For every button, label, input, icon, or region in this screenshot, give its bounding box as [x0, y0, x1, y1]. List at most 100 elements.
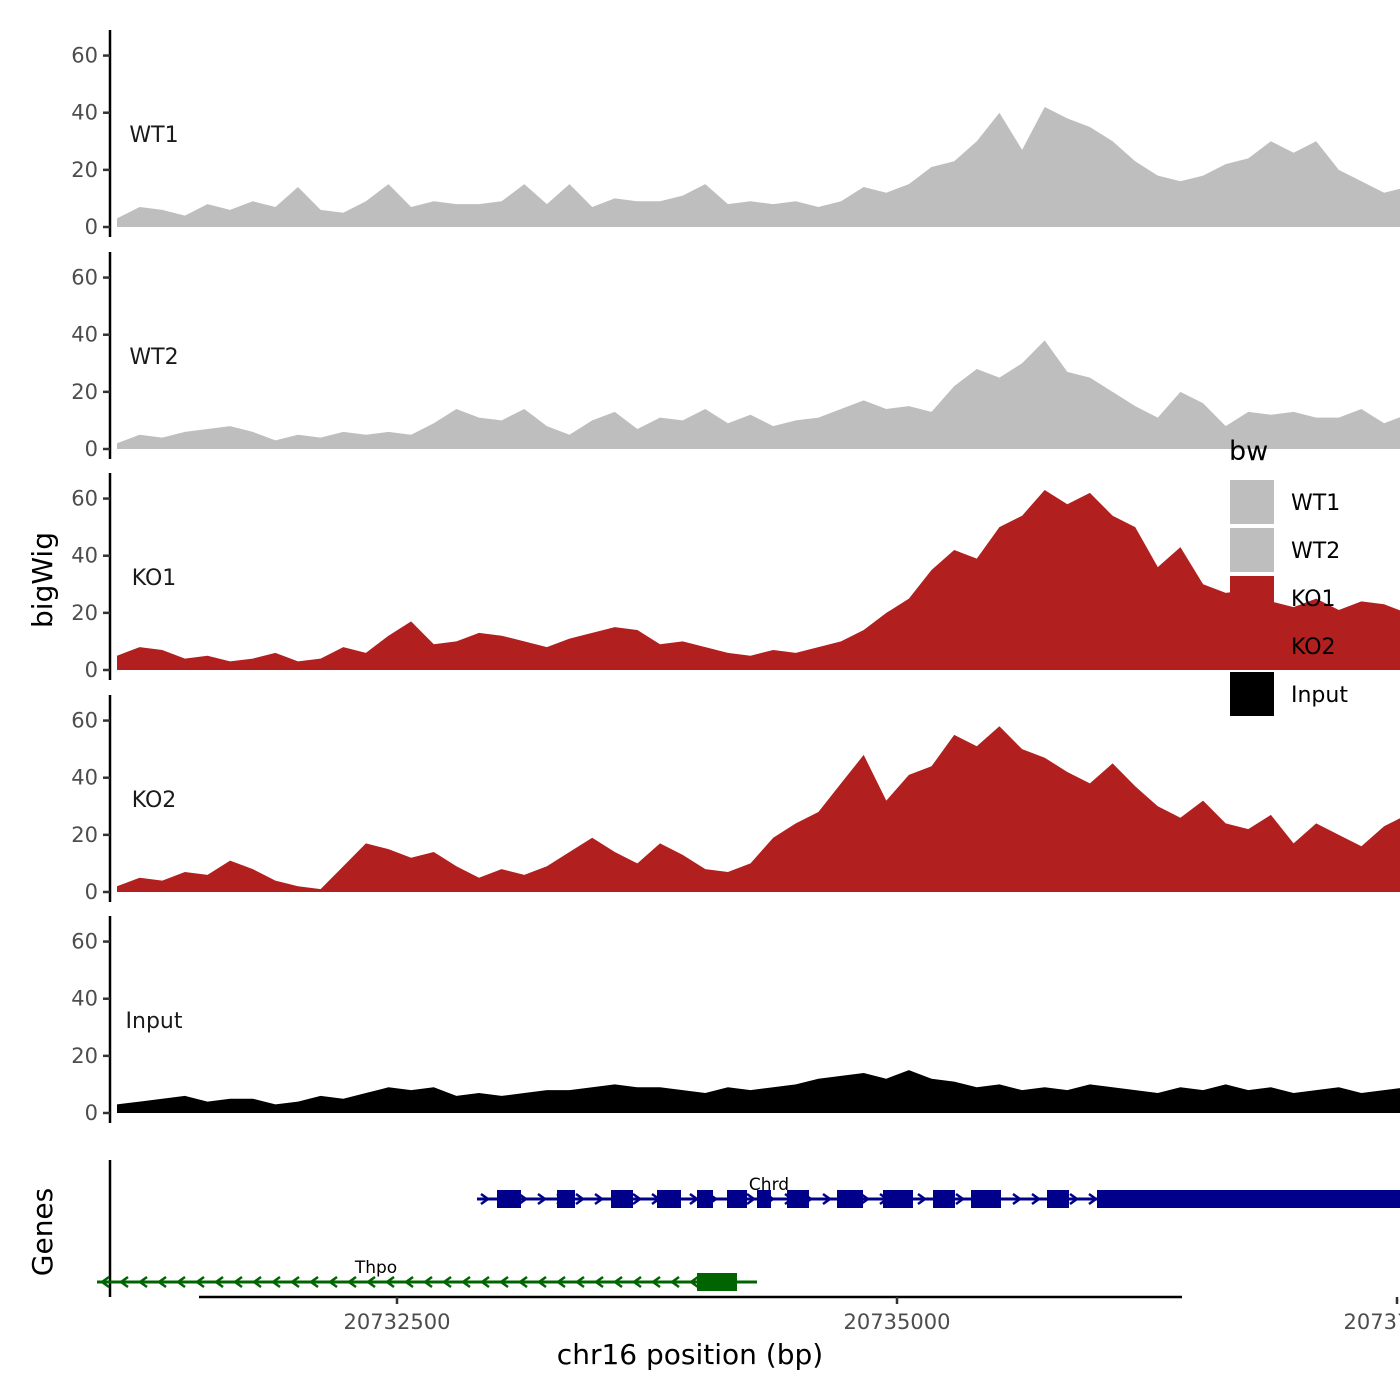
strand-arrow: [631, 1275, 642, 1289]
strand-arrow: [480, 1192, 491, 1206]
signal-tracks: 0 20 40 60 WT1 0 20 40 60 WT2 0 20 40 60 KO1 0 20 40 60 KO2…: [71, 30, 1400, 1125]
signal-area-wt1: [117, 107, 1400, 227]
gene-track: Thpo Chrd: [97, 1160, 1400, 1297]
y-tick-label: 0: [85, 658, 98, 682]
strand-arrow: [175, 1275, 186, 1289]
strand-arrow: [1088, 1192, 1099, 1206]
strand-arrow: [137, 1275, 148, 1289]
strand-arrow: [688, 1275, 699, 1289]
y-tick-label: 40: [71, 987, 98, 1011]
y-tick-label: 40: [71, 101, 98, 125]
gene-label: Chrd: [749, 1175, 789, 1195]
track-wt1: 0 20 40 60 WT1: [71, 30, 1400, 239]
strand-arrow: [441, 1275, 452, 1289]
legend-label: Input: [1291, 683, 1348, 708]
strand-arrow: [746, 1192, 757, 1206]
strand-arrow: [632, 1192, 643, 1206]
track-label: KO1: [132, 566, 177, 591]
strand-arrow: [536, 1275, 547, 1289]
signal-area-ko2: [117, 726, 1400, 892]
y-tick-label: 40: [71, 544, 98, 568]
y-tick-label: 60: [71, 44, 98, 68]
x-tick-label: 20732500: [344, 1310, 451, 1334]
y-tick-label: 20: [71, 380, 98, 404]
exon: [727, 1190, 747, 1208]
track-input: 0 20 40 60 Input: [71, 916, 1400, 1125]
strand-arrow: [518, 1192, 529, 1206]
exon: [787, 1190, 809, 1208]
x-axis-title: chr16 position (bp): [557, 1338, 823, 1371]
exon: [1047, 1190, 1069, 1208]
track-label: KO2: [132, 788, 177, 813]
exon: [497, 1190, 521, 1208]
strand-arrow: [99, 1275, 110, 1289]
exon: [933, 1190, 955, 1208]
gene-thpo: Thpo: [97, 1258, 757, 1291]
strand-arrow: [860, 1192, 871, 1206]
exon: [837, 1190, 863, 1208]
strand-arrow: [289, 1275, 300, 1289]
strand-arrow: [118, 1275, 129, 1289]
strand-arrow: [308, 1275, 319, 1289]
strand-arrow: [1012, 1192, 1023, 1206]
exon: [697, 1190, 713, 1208]
strand-arrow: [594, 1192, 605, 1206]
strand-arrow: [403, 1275, 414, 1289]
genes-track-title: Genes: [26, 1188, 59, 1276]
track-wt2: 0 20 40 60 WT2: [71, 252, 1400, 461]
y-tick-label: 0: [85, 880, 98, 904]
track-ko1: 0 20 40 60 KO1: [71, 473, 1400, 682]
strand-arrow: [479, 1275, 490, 1289]
legend-label: KO2: [1291, 635, 1336, 660]
track-label: Input: [126, 1009, 183, 1034]
legend-label: KO1: [1291, 587, 1336, 612]
legend-title: bw: [1229, 436, 1268, 467]
strand-arrow: [517, 1275, 528, 1289]
gene-label: Thpo: [354, 1258, 397, 1278]
strand-arrow: [574, 1275, 585, 1289]
y-tick-label: 20: [71, 1044, 98, 1068]
strand-arrow: [650, 1275, 661, 1289]
y-tick-label: 60: [71, 709, 98, 733]
legend-label: WT2: [1291, 539, 1340, 564]
track-label: WT2: [129, 345, 178, 370]
legend-key-input: [1230, 672, 1274, 716]
strand-arrow: [251, 1275, 262, 1289]
y-tick-label: 60: [71, 930, 98, 954]
strand-arrow: [346, 1275, 357, 1289]
legend-label: WT1: [1291, 491, 1340, 516]
y-axis-title: bigWig: [26, 532, 59, 628]
y-tick-label: 0: [85, 1101, 98, 1125]
legend: bw WT1 WT2 KO1 KO2 Input: [1229, 436, 1348, 716]
signal-area-ko1: [117, 490, 1400, 670]
y-tick-label: 40: [71, 323, 98, 347]
strand-arrow: [612, 1275, 623, 1289]
strand-arrow: [555, 1275, 566, 1289]
track-label: WT1: [129, 123, 178, 148]
strand-arrow: [213, 1275, 224, 1289]
y-tick-label: 0: [85, 215, 98, 239]
legend-key-ko1: [1230, 576, 1274, 620]
strand-arrow: [593, 1275, 604, 1289]
strand-arrow: [575, 1192, 586, 1206]
strand-arrow: [384, 1275, 395, 1289]
exon: [1097, 1190, 1400, 1208]
legend-key-wt1: [1230, 480, 1274, 524]
x-axis: 2073250020735000207375002074000020742500: [199, 1295, 1400, 1334]
exon: [697, 1273, 737, 1291]
strand-arrow: [498, 1275, 509, 1289]
exon: [657, 1190, 681, 1208]
strand-arrow: [422, 1275, 433, 1289]
exon: [611, 1190, 633, 1208]
strand-arrow: [270, 1275, 281, 1289]
strand-arrow: [327, 1275, 338, 1289]
y-tick-label: 60: [71, 487, 98, 511]
x-tick-label: 20737500: [1344, 1310, 1400, 1334]
y-tick-label: 0: [85, 437, 98, 461]
strand-arrow: [537, 1192, 548, 1206]
legend-key-wt2: [1230, 528, 1274, 572]
strand-arrow: [917, 1192, 928, 1206]
strand-arrow: [156, 1275, 167, 1289]
strand-arrow: [232, 1275, 243, 1289]
